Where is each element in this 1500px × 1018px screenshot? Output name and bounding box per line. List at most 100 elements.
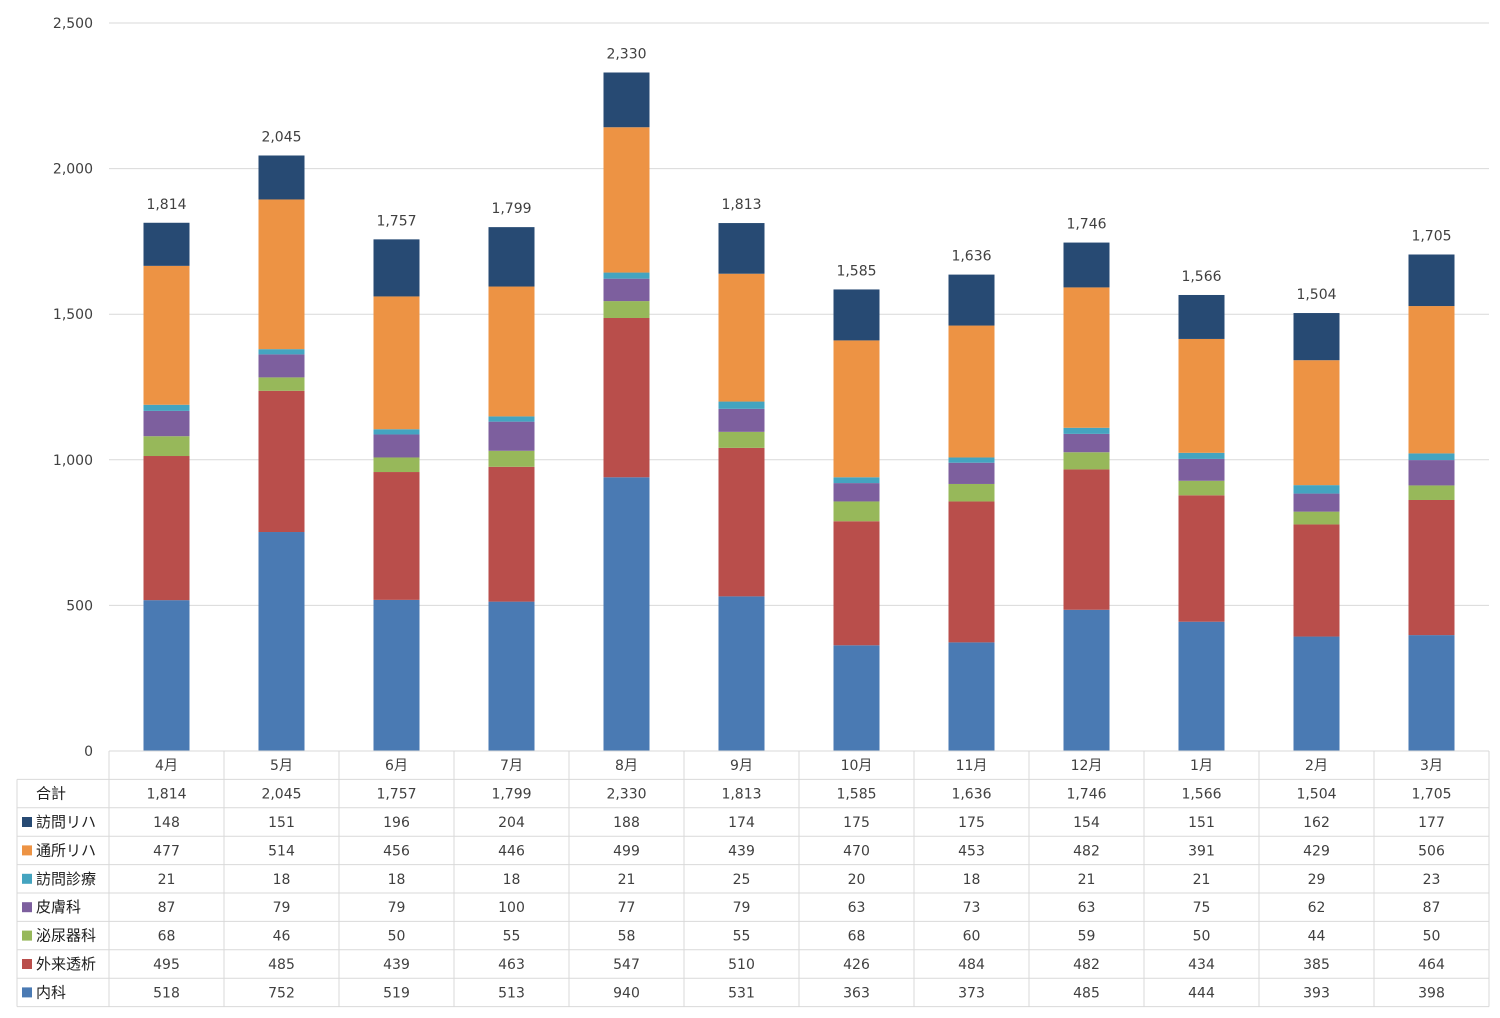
table-cell: 59 — [1078, 929, 1096, 945]
table-cell: 752 — [268, 985, 295, 1001]
table-cell: 519 — [383, 985, 410, 1001]
table-cell: 62 — [1308, 900, 1326, 916]
table-cell: 148 — [153, 815, 180, 831]
table-cell: 50 — [388, 929, 406, 945]
table-cell: 204 — [498, 815, 525, 831]
table-cell: 439 — [728, 843, 755, 859]
table-cell: 100 — [498, 900, 525, 916]
table-cell: 1,799 — [491, 787, 531, 803]
table-cell: 506 — [1418, 843, 1445, 859]
table-cell: 434 — [1188, 957, 1215, 973]
bar-segment — [948, 457, 995, 463]
table-cell: 1,746 — [1066, 787, 1106, 803]
bar-segment — [1293, 360, 1340, 486]
table-row-header-total: 合計 — [36, 785, 66, 803]
bar-segment — [603, 72, 650, 128]
table-cell: 518 — [153, 985, 180, 1001]
bar-segment — [833, 477, 880, 484]
table-cell: 477 — [153, 843, 180, 859]
bar-segment — [1293, 493, 1340, 512]
table-cell: 1,566 — [1181, 787, 1221, 803]
bar-segment — [1063, 469, 1110, 610]
bar-segment — [1063, 609, 1110, 751]
table-cell: 940 — [613, 985, 640, 1001]
bar-segment — [1178, 452, 1225, 459]
bar-segment — [1178, 621, 1225, 751]
bar-segment — [143, 410, 190, 437]
table-cell: 151 — [268, 815, 295, 831]
table-cell: 188 — [613, 815, 640, 831]
table-cell: 175 — [843, 815, 870, 831]
bar-segment — [1408, 453, 1455, 461]
bar-segment — [488, 227, 535, 287]
bar-segment — [718, 401, 765, 409]
category-label: 6月 — [385, 758, 408, 774]
bar-segment — [1178, 495, 1225, 622]
y-tick-label: 0 — [84, 744, 93, 760]
table-cell: 1,813 — [721, 787, 761, 803]
table-cell: 2,330 — [606, 787, 646, 803]
total-data-label: 1,813 — [721, 197, 761, 213]
category-label: 1月 — [1190, 758, 1213, 774]
table-cell: 482 — [1073, 957, 1100, 973]
table-cell: 175 — [958, 815, 985, 831]
legend-key — [22, 845, 32, 856]
table-cell: 456 — [383, 843, 410, 859]
total-data-label: 1,757 — [376, 213, 416, 229]
bar-segment — [1178, 294, 1225, 339]
table-cell: 18 — [963, 872, 981, 888]
table-cell: 75 — [1193, 900, 1211, 916]
table-cell: 87 — [158, 900, 176, 916]
bar-segment — [718, 223, 765, 274]
total-data-label: 1,705 — [1411, 229, 1451, 245]
bar-segment — [1293, 636, 1340, 751]
table-cell: 464 — [1418, 957, 1445, 973]
bar-segment — [373, 434, 420, 458]
bar-segment — [143, 404, 190, 411]
table-cell: 87 — [1423, 900, 1441, 916]
table-cell: 60 — [963, 929, 981, 945]
y-axis: 0 500 1,000 1,500 2,000 2,500 — [53, 16, 93, 760]
table-cell: 154 — [1073, 815, 1100, 831]
table-cell: 29 — [1308, 872, 1326, 888]
bar-segment — [948, 483, 995, 502]
category-label: 2月 — [1305, 758, 1328, 774]
table-cell: 426 — [843, 957, 870, 973]
bar-segment — [833, 289, 880, 341]
bar-segment — [143, 436, 190, 457]
bar-segment — [948, 274, 995, 326]
y-tick-label: 2,000 — [53, 162, 93, 178]
table-cell: 21 — [158, 872, 176, 888]
bar-segment — [603, 477, 650, 751]
bar-segment — [1408, 254, 1455, 307]
table-cell: 68 — [848, 929, 866, 945]
table-cell: 463 — [498, 957, 525, 973]
table-cell: 50 — [1423, 929, 1441, 945]
category-label: 3月 — [1420, 758, 1443, 774]
bar-segment — [488, 421, 535, 451]
table-cell: 510 — [728, 957, 755, 973]
gridlines — [109, 22, 1489, 752]
table-cell: 58 — [618, 929, 636, 945]
total-data-label: 2,045 — [261, 129, 301, 145]
table-cell: 21 — [618, 872, 636, 888]
bar-segment — [373, 457, 420, 473]
table-cell: 513 — [498, 985, 525, 1001]
bar-segment — [1178, 458, 1225, 481]
table-cell: 151 — [1188, 815, 1215, 831]
table-cell: 470 — [843, 843, 870, 859]
bar-segment — [718, 273, 765, 402]
bar-segment — [833, 340, 880, 478]
bar-segment — [373, 296, 420, 430]
table-cell: 1,636 — [951, 787, 991, 803]
legend-key — [22, 987, 32, 998]
total-data-label: 1,585 — [836, 263, 876, 279]
category-label: 5月 — [270, 758, 293, 774]
table-cell: 79 — [733, 900, 751, 916]
bar-segment — [833, 521, 880, 646]
table-cell: 73 — [963, 900, 981, 916]
table-row-header: 皮膚科 — [36, 898, 81, 916]
table-cell: 23 — [1423, 872, 1441, 888]
y-tick-label: 1,000 — [53, 453, 93, 469]
table-cell: 547 — [613, 957, 640, 973]
